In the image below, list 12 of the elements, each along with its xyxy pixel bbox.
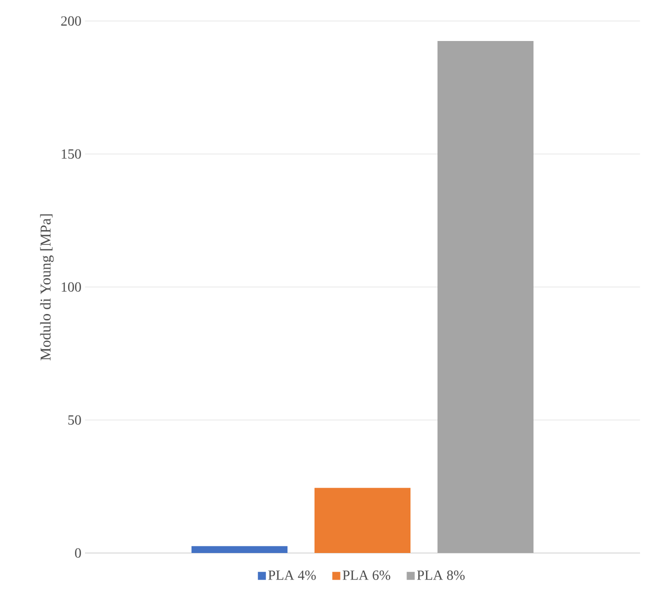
y-tick-label: 150	[62, 149, 81, 159]
bar	[192, 546, 288, 553]
y-tick-label: 0	[75, 548, 81, 558]
y-tick-label: 200	[61, 16, 81, 26]
y-axis-title: Modulo di Young [MPa]	[40, 214, 54, 360]
bar	[314, 488, 411, 553]
legend-label: PLA 4%	[268, 570, 316, 580]
y-tick-label: 50	[68, 415, 81, 425]
bar	[438, 40, 534, 553]
legend-label: PLA 8%	[417, 570, 465, 580]
legend-label: PLA 6%	[342, 570, 390, 580]
y-tick-label: 100	[62, 282, 81, 292]
